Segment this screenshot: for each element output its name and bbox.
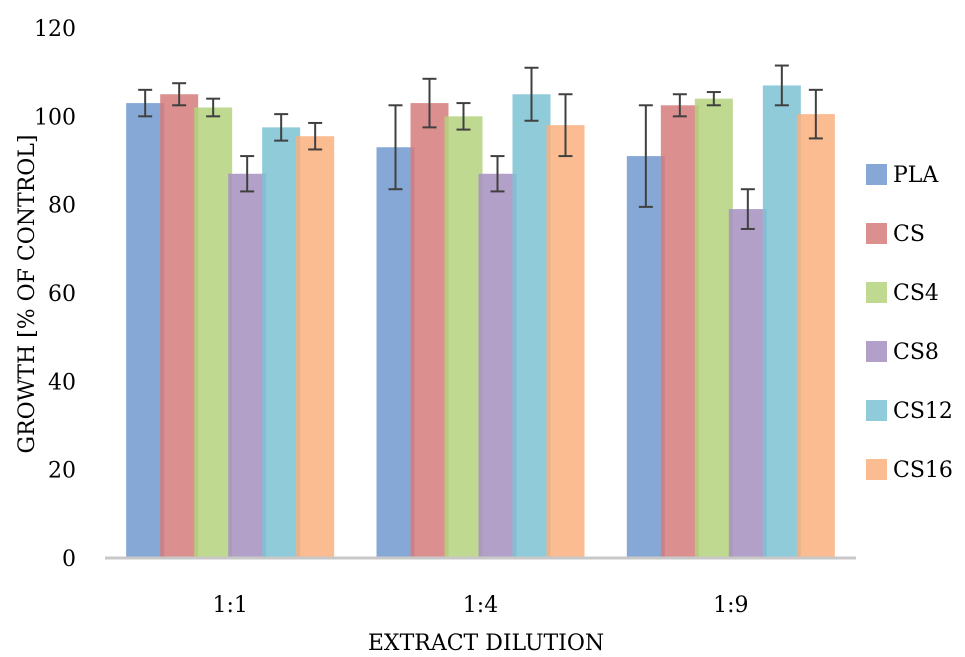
bar-cs4-2 bbox=[444, 116, 483, 558]
y-tick-label: 0 bbox=[62, 547, 76, 572]
error-bar-cs4-3 bbox=[706, 91, 721, 107]
legend-swatch-cs16 bbox=[866, 459, 887, 480]
y-tick-label: 40 bbox=[48, 370, 76, 395]
error-bar-pla-1 bbox=[138, 88, 153, 118]
bar-cs4-3 bbox=[694, 98, 733, 559]
error-bar-cs-1 bbox=[172, 82, 187, 107]
error-bar-cs16-2 bbox=[558, 93, 573, 158]
legend-swatch-cs bbox=[866, 223, 887, 244]
y-axis-title: GROWTH [% OF CONTROL] bbox=[15, 135, 40, 454]
bar-cs12-3 bbox=[762, 85, 801, 559]
error-bar-cs16-1 bbox=[308, 121, 323, 151]
bar-cs8-3 bbox=[728, 209, 767, 559]
error-bar-cs12-1 bbox=[274, 113, 289, 142]
x-tick-label: 1:1 bbox=[212, 593, 247, 618]
bar-cs16-3 bbox=[796, 114, 835, 558]
bar-cs-3 bbox=[660, 105, 699, 559]
legend-swatch-cs8 bbox=[866, 341, 887, 362]
legend-label-cs12: CS12 bbox=[893, 399, 953, 424]
bar-cs-2 bbox=[410, 103, 449, 558]
bar-pla-2 bbox=[376, 147, 415, 558]
x-tick-label: 1:4 bbox=[463, 593, 498, 618]
error-bar-cs12-2 bbox=[524, 66, 539, 122]
bar-cs-1 bbox=[160, 94, 199, 558]
legend-swatch-pla bbox=[866, 164, 887, 185]
bar-cs16-1 bbox=[296, 136, 335, 559]
bar-cs4-1 bbox=[194, 107, 233, 558]
error-bar-cs8-1 bbox=[240, 155, 255, 193]
error-bar-cs-2 bbox=[422, 77, 437, 129]
bar-pla-3 bbox=[626, 156, 665, 559]
bar-pla-1 bbox=[126, 103, 165, 558]
legend-label-pla: PLA bbox=[893, 163, 939, 188]
error-bar-pla-3 bbox=[638, 104, 653, 208]
plot-area bbox=[105, 64, 856, 560]
error-bar-cs4-1 bbox=[206, 97, 221, 118]
bar-cs8-1 bbox=[228, 173, 267, 558]
error-bar-pla-2 bbox=[388, 104, 403, 191]
legend-label-cs: CS bbox=[893, 222, 925, 247]
y-tick-label: 100 bbox=[34, 105, 76, 130]
bar-cs8-2 bbox=[478, 173, 517, 558]
y-tick-label: 80 bbox=[48, 194, 76, 219]
legend-swatch-cs12 bbox=[866, 400, 887, 421]
y-axis-ticks: 0 20 40 60 80 100 120 bbox=[34, 17, 76, 572]
x-tick-label: 1:9 bbox=[713, 593, 748, 618]
bar-cs12-1 bbox=[262, 127, 301, 558]
error-bar-cs4-2 bbox=[456, 102, 471, 131]
legend-label-cs4: CS4 bbox=[893, 281, 939, 306]
bar-cs16-2 bbox=[546, 125, 585, 559]
error-bar-cs-3 bbox=[672, 93, 687, 118]
y-tick-label: 120 bbox=[34, 17, 76, 42]
legend-label-cs16: CS16 bbox=[893, 458, 953, 483]
legend: PLA CS CS4 CS8 CS12 CS16 bbox=[866, 163, 953, 483]
error-bar-cs8-2 bbox=[490, 155, 505, 193]
x-axis-title: EXTRACT DILUTION bbox=[368, 631, 604, 656]
bar-cs12-2 bbox=[512, 94, 551, 558]
error-bar-cs12-3 bbox=[774, 64, 789, 107]
error-bar-cs16-3 bbox=[808, 88, 823, 140]
error-bar-cs8-3 bbox=[740, 188, 755, 230]
x-axis-ticks: 1:1 1:4 1:9 bbox=[212, 593, 748, 618]
legend-swatch-cs4 bbox=[866, 282, 887, 303]
y-tick-label: 20 bbox=[48, 459, 76, 484]
y-tick-label: 60 bbox=[48, 282, 76, 307]
legend-label-cs8: CS8 bbox=[893, 340, 939, 365]
